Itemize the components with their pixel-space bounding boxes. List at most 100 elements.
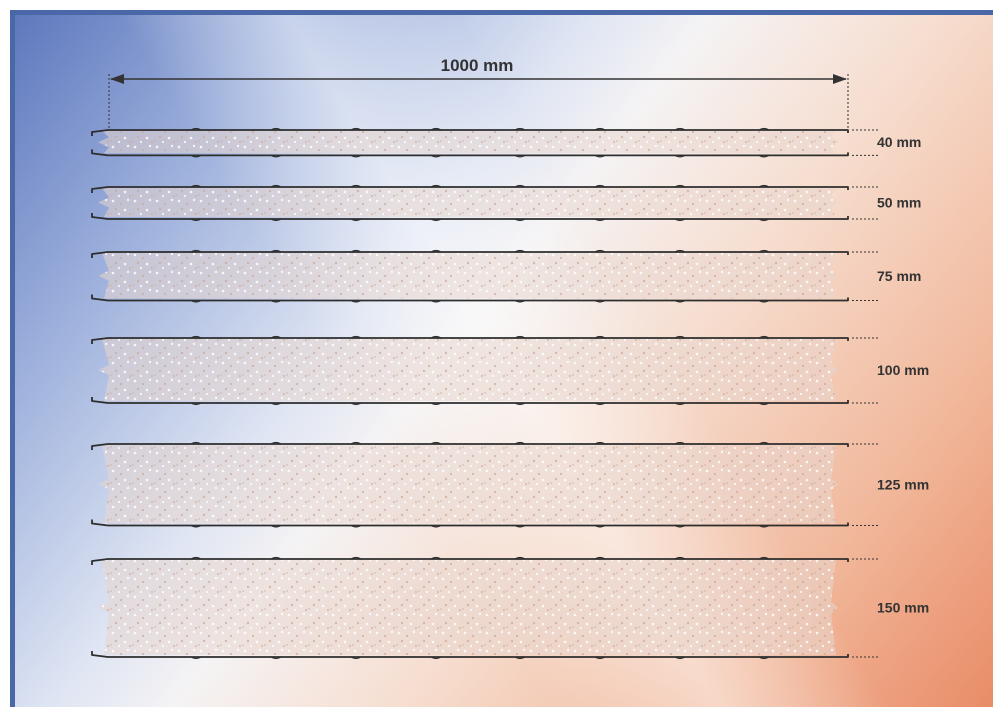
panel-40mm: 40 mm bbox=[91, 127, 921, 158]
panel-150mm: 150 mm bbox=[91, 556, 929, 660]
panel-rib-top bbox=[674, 556, 686, 560]
panel-rib-top bbox=[594, 556, 606, 560]
panel-rib-bottom bbox=[430, 402, 442, 406]
panel-rib-bottom bbox=[674, 402, 686, 406]
panel-rib-bottom bbox=[514, 299, 526, 303]
panel-rib-top bbox=[758, 184, 770, 188]
panel-rib-top bbox=[514, 127, 526, 131]
panel-rib-bottom bbox=[514, 656, 526, 660]
panel-rib-bottom bbox=[594, 656, 606, 660]
panel-rib-top bbox=[270, 127, 282, 131]
panel-rib-bottom bbox=[594, 154, 606, 158]
panel-rib-top bbox=[594, 335, 606, 339]
panel-rib-bottom bbox=[758, 656, 770, 660]
panel-rib-top bbox=[350, 441, 362, 445]
panel-rib-bottom bbox=[190, 524, 202, 528]
panel-rib-bottom bbox=[594, 524, 606, 528]
width-dimension-label: 1000 mm bbox=[441, 56, 514, 75]
panel-100mm: 100 mm bbox=[91, 335, 929, 406]
panel-foam-50 bbox=[98, 188, 838, 217]
panel-rib-bottom bbox=[758, 218, 770, 222]
panel-rib-bottom bbox=[270, 154, 282, 158]
panel-rib-top bbox=[514, 335, 526, 339]
panel-rib-bottom bbox=[674, 299, 686, 303]
panel-foam-125 bbox=[98, 445, 838, 524]
panel-rib-top bbox=[270, 249, 282, 253]
panel-rib-top bbox=[190, 184, 202, 188]
panel-bottom-facing-125 bbox=[91, 519, 849, 527]
panel-rib-top bbox=[674, 127, 686, 131]
panel-bottom-facing-75 bbox=[91, 294, 849, 302]
panel-rib-top bbox=[514, 184, 526, 188]
panel-rib-top bbox=[190, 335, 202, 339]
panel-rib-bottom bbox=[350, 218, 362, 222]
panel-rib-bottom bbox=[758, 154, 770, 158]
panel-rib-top bbox=[594, 127, 606, 131]
panel-rib-top bbox=[674, 184, 686, 188]
panel-rib-bottom bbox=[674, 524, 686, 528]
panel-rib-top bbox=[270, 441, 282, 445]
panel-rib-bottom bbox=[270, 218, 282, 222]
panel-rib-bottom bbox=[350, 299, 362, 303]
panel-rib-bottom bbox=[674, 218, 686, 222]
panel-rib-top bbox=[514, 441, 526, 445]
panel-rib-bottom bbox=[270, 656, 282, 660]
panel-rib-top bbox=[674, 335, 686, 339]
panel-rib-top bbox=[430, 335, 442, 339]
panel-rib-top bbox=[350, 249, 362, 253]
panel-top-facing-150 bbox=[91, 558, 849, 565]
panel-rib-bottom bbox=[594, 299, 606, 303]
panel-bottom-facing-150 bbox=[91, 651, 849, 658]
panel-bottom-facing-50 bbox=[91, 213, 849, 220]
panel-rib-bottom bbox=[594, 402, 606, 406]
panel-rib-bottom bbox=[430, 524, 442, 528]
panel-rib-bottom bbox=[594, 218, 606, 222]
panel-rib-top bbox=[350, 556, 362, 560]
panel-rib-top bbox=[430, 556, 442, 560]
panel-foam-75 bbox=[98, 253, 838, 299]
thickness-label-50: 50 mm bbox=[877, 195, 921, 211]
panel-foam-40 bbox=[98, 131, 838, 154]
panel-rib-top bbox=[430, 184, 442, 188]
panel-bottom-facing-100 bbox=[91, 397, 849, 404]
panel-rib-bottom bbox=[430, 154, 442, 158]
panel-top-facing-40 bbox=[91, 129, 849, 136]
panel-rib-top bbox=[190, 249, 202, 253]
panel-rib-bottom bbox=[190, 154, 202, 158]
panel-rib-top bbox=[430, 127, 442, 131]
panel-top-facing-100 bbox=[91, 337, 849, 344]
panel-rib-bottom bbox=[674, 154, 686, 158]
panel-rib-top bbox=[514, 249, 526, 253]
panel-rib-bottom bbox=[758, 402, 770, 406]
panel-50mm: 50 mm bbox=[91, 184, 921, 222]
panel-rib-top bbox=[594, 184, 606, 188]
panel-rib-top bbox=[350, 127, 362, 131]
panel-rib-bottom bbox=[270, 299, 282, 303]
panel-rib-top bbox=[514, 556, 526, 560]
panel-rib-bottom bbox=[430, 656, 442, 660]
panel-rib-bottom bbox=[350, 524, 362, 528]
panel-rib-bottom bbox=[270, 402, 282, 406]
panel-rib-bottom bbox=[514, 218, 526, 222]
panel-rib-top bbox=[758, 127, 770, 131]
panel-125mm: 125 mm bbox=[91, 441, 929, 528]
panel-rib-bottom bbox=[350, 656, 362, 660]
panel-rib-top bbox=[190, 127, 202, 131]
panel-rib-top bbox=[350, 335, 362, 339]
panel-rib-top bbox=[270, 184, 282, 188]
panel-rib-bottom bbox=[190, 299, 202, 303]
panel-rib-top bbox=[190, 441, 202, 445]
thickness-label-75: 75 mm bbox=[877, 268, 921, 284]
thickness-label-125: 125 mm bbox=[877, 476, 929, 492]
panel-rib-top bbox=[758, 441, 770, 445]
panel-rib-top bbox=[674, 441, 686, 445]
panel-rib-bottom bbox=[190, 402, 202, 406]
panel-rib-bottom bbox=[350, 402, 362, 406]
width-dimension: 1000 mm bbox=[108, 56, 849, 128]
panel-rib-bottom bbox=[270, 524, 282, 528]
panel-rib-top bbox=[594, 441, 606, 445]
panel-foam-100 bbox=[98, 339, 838, 401]
panel-top-facing-75 bbox=[91, 251, 849, 258]
